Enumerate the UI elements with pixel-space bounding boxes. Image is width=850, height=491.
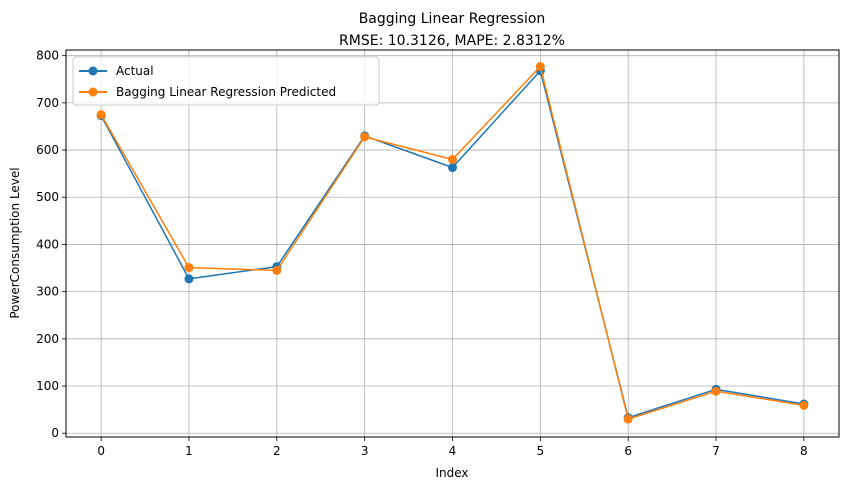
x-tick-label: 0 — [97, 444, 105, 458]
data-point — [184, 263, 194, 273]
y-tick-label: 800 — [36, 49, 59, 63]
y-tick-label: 400 — [36, 237, 59, 251]
chart-subtitle: RMSE: 10.3126, MAPE: 2.8312% — [339, 33, 565, 49]
data-point — [96, 110, 106, 120]
data-point — [272, 265, 282, 275]
chart-title: Bagging Linear Regression — [359, 11, 546, 27]
x-tick-label: 1 — [185, 444, 193, 458]
x-tick-label: 7 — [712, 444, 720, 458]
data-point — [360, 132, 370, 142]
data-point — [448, 163, 457, 173]
x-tick-label: 3 — [361, 444, 369, 458]
legend-label-predicted: Bagging Linear Regression Predicted — [116, 85, 336, 99]
data-point — [448, 154, 457, 164]
y-tick-label: 500 — [36, 190, 59, 204]
legend-label-actual: Actual — [116, 64, 154, 78]
y-tick-label: 300 — [36, 285, 59, 299]
plot-frame — [65, 49, 840, 438]
data-point — [799, 400, 809, 410]
data-point — [184, 274, 194, 284]
x-axis-label: Index — [435, 466, 468, 480]
y-tick-label: 600 — [36, 143, 59, 157]
y-tick-label: 0 — [51, 426, 59, 440]
y-tick-label: 100 — [36, 379, 59, 393]
x-tick-label: 8 — [800, 444, 808, 458]
y-tick-label: 200 — [36, 332, 59, 346]
x-tick-label: 5 — [537, 444, 545, 458]
x-tick-label: 2 — [273, 444, 281, 458]
x-tick-label: 4 — [449, 444, 457, 458]
series-1 — [96, 62, 809, 424]
y-tick-label: 700 — [36, 96, 59, 110]
data-point — [535, 62, 545, 72]
legend-frame — [72, 56, 380, 106]
axis-ticks: 0 1 2 3 4 5 6 7 8 0 100 200 300 400 500 600 700 800 — [36, 49, 808, 458]
grid — [66, 50, 839, 437]
x-tick-label: 6 — [624, 444, 632, 458]
data-point — [623, 414, 633, 424]
legend-marker-actual — [88, 66, 98, 76]
legend: Actual Bagging Linear Regression Predict… — [72, 56, 380, 106]
y-axis-label: PowerConsumption Level — [8, 167, 22, 318]
data-point — [711, 386, 721, 396]
series-layer — [96, 62, 809, 424]
legend-marker-predicted — [88, 87, 98, 97]
